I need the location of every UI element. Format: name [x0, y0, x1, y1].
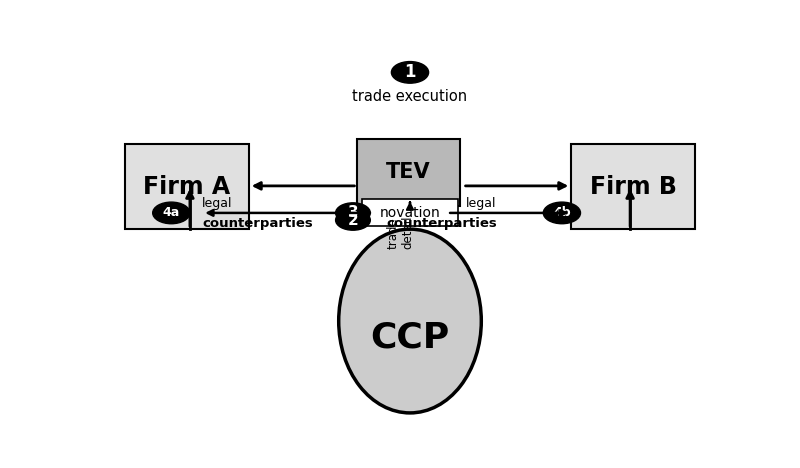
Text: Firm A: Firm A: [143, 175, 230, 199]
Text: counterparties: counterparties: [202, 217, 313, 230]
Text: Firm B: Firm B: [590, 175, 677, 199]
Circle shape: [391, 62, 429, 83]
Circle shape: [336, 203, 370, 223]
Text: CCP: CCP: [370, 320, 450, 354]
Circle shape: [336, 210, 370, 230]
FancyBboxPatch shape: [358, 139, 459, 206]
FancyBboxPatch shape: [362, 199, 458, 227]
Circle shape: [543, 202, 581, 224]
Text: counterparties: counterparties: [386, 217, 497, 230]
FancyBboxPatch shape: [125, 145, 249, 229]
Ellipse shape: [338, 229, 482, 413]
Text: 1: 1: [404, 63, 416, 81]
Text: trade
detail: trade detail: [386, 216, 414, 249]
Text: trade execution: trade execution: [353, 89, 467, 104]
Text: 2: 2: [347, 212, 358, 227]
Text: legal: legal: [466, 197, 497, 211]
Text: novation: novation: [380, 206, 440, 220]
Text: 4a: 4a: [162, 206, 180, 219]
Text: 4b: 4b: [553, 206, 570, 219]
Text: TEV: TEV: [386, 162, 430, 183]
Text: 3: 3: [348, 205, 358, 220]
Circle shape: [153, 202, 190, 224]
Text: legal: legal: [202, 197, 233, 211]
FancyBboxPatch shape: [571, 145, 695, 229]
